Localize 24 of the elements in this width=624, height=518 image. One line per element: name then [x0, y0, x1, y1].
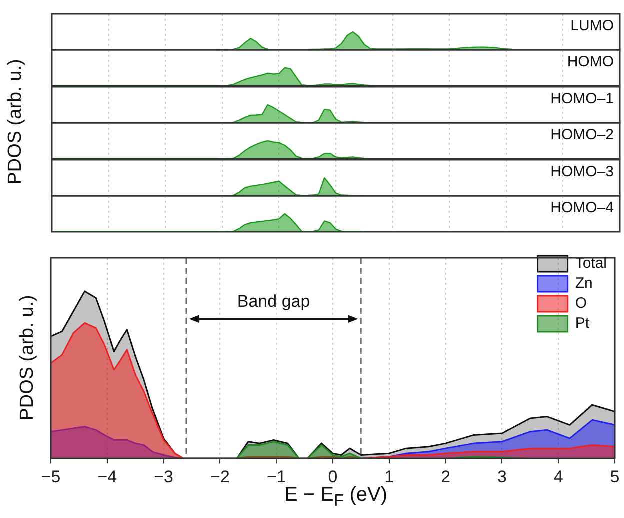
y-axis-title: PDOS (arb. u.)	[5, 59, 27, 186]
y-axis-title: PDOS (arb. u.)	[17, 295, 39, 421]
x-tick-label: 0	[328, 467, 338, 486]
x-tick-label: −1	[266, 467, 286, 486]
series-label: LUMO	[570, 18, 614, 35]
x-tick-label: −4	[98, 467, 118, 486]
series-label: HOMO–3	[550, 163, 614, 180]
x-tick-label: 3	[497, 467, 507, 486]
x-tick-label: 4	[554, 467, 564, 486]
series-label: HOMO	[567, 54, 614, 72]
x-axis-title: E − E$_{F}$ (eV)	[284, 484, 388, 510]
series-label: HOMO–4	[550, 200, 614, 217]
annotation: Band gap	[237, 292, 310, 311]
x-tick-label: 5	[610, 467, 620, 486]
legend-label: O	[575, 295, 587, 312]
series-label: HOMO–1	[550, 90, 614, 108]
x-tick-label: −3	[154, 467, 174, 486]
legend-label: Zn	[575, 275, 593, 292]
x-tick-label: −2	[210, 467, 230, 486]
x-tick-label: −5	[41, 467, 61, 486]
legend-label: Pt	[575, 315, 590, 332]
x-tick-label: 1	[384, 467, 394, 486]
series-label: HOMO–2	[550, 126, 614, 144]
x-tick-label: 2	[441, 467, 451, 486]
